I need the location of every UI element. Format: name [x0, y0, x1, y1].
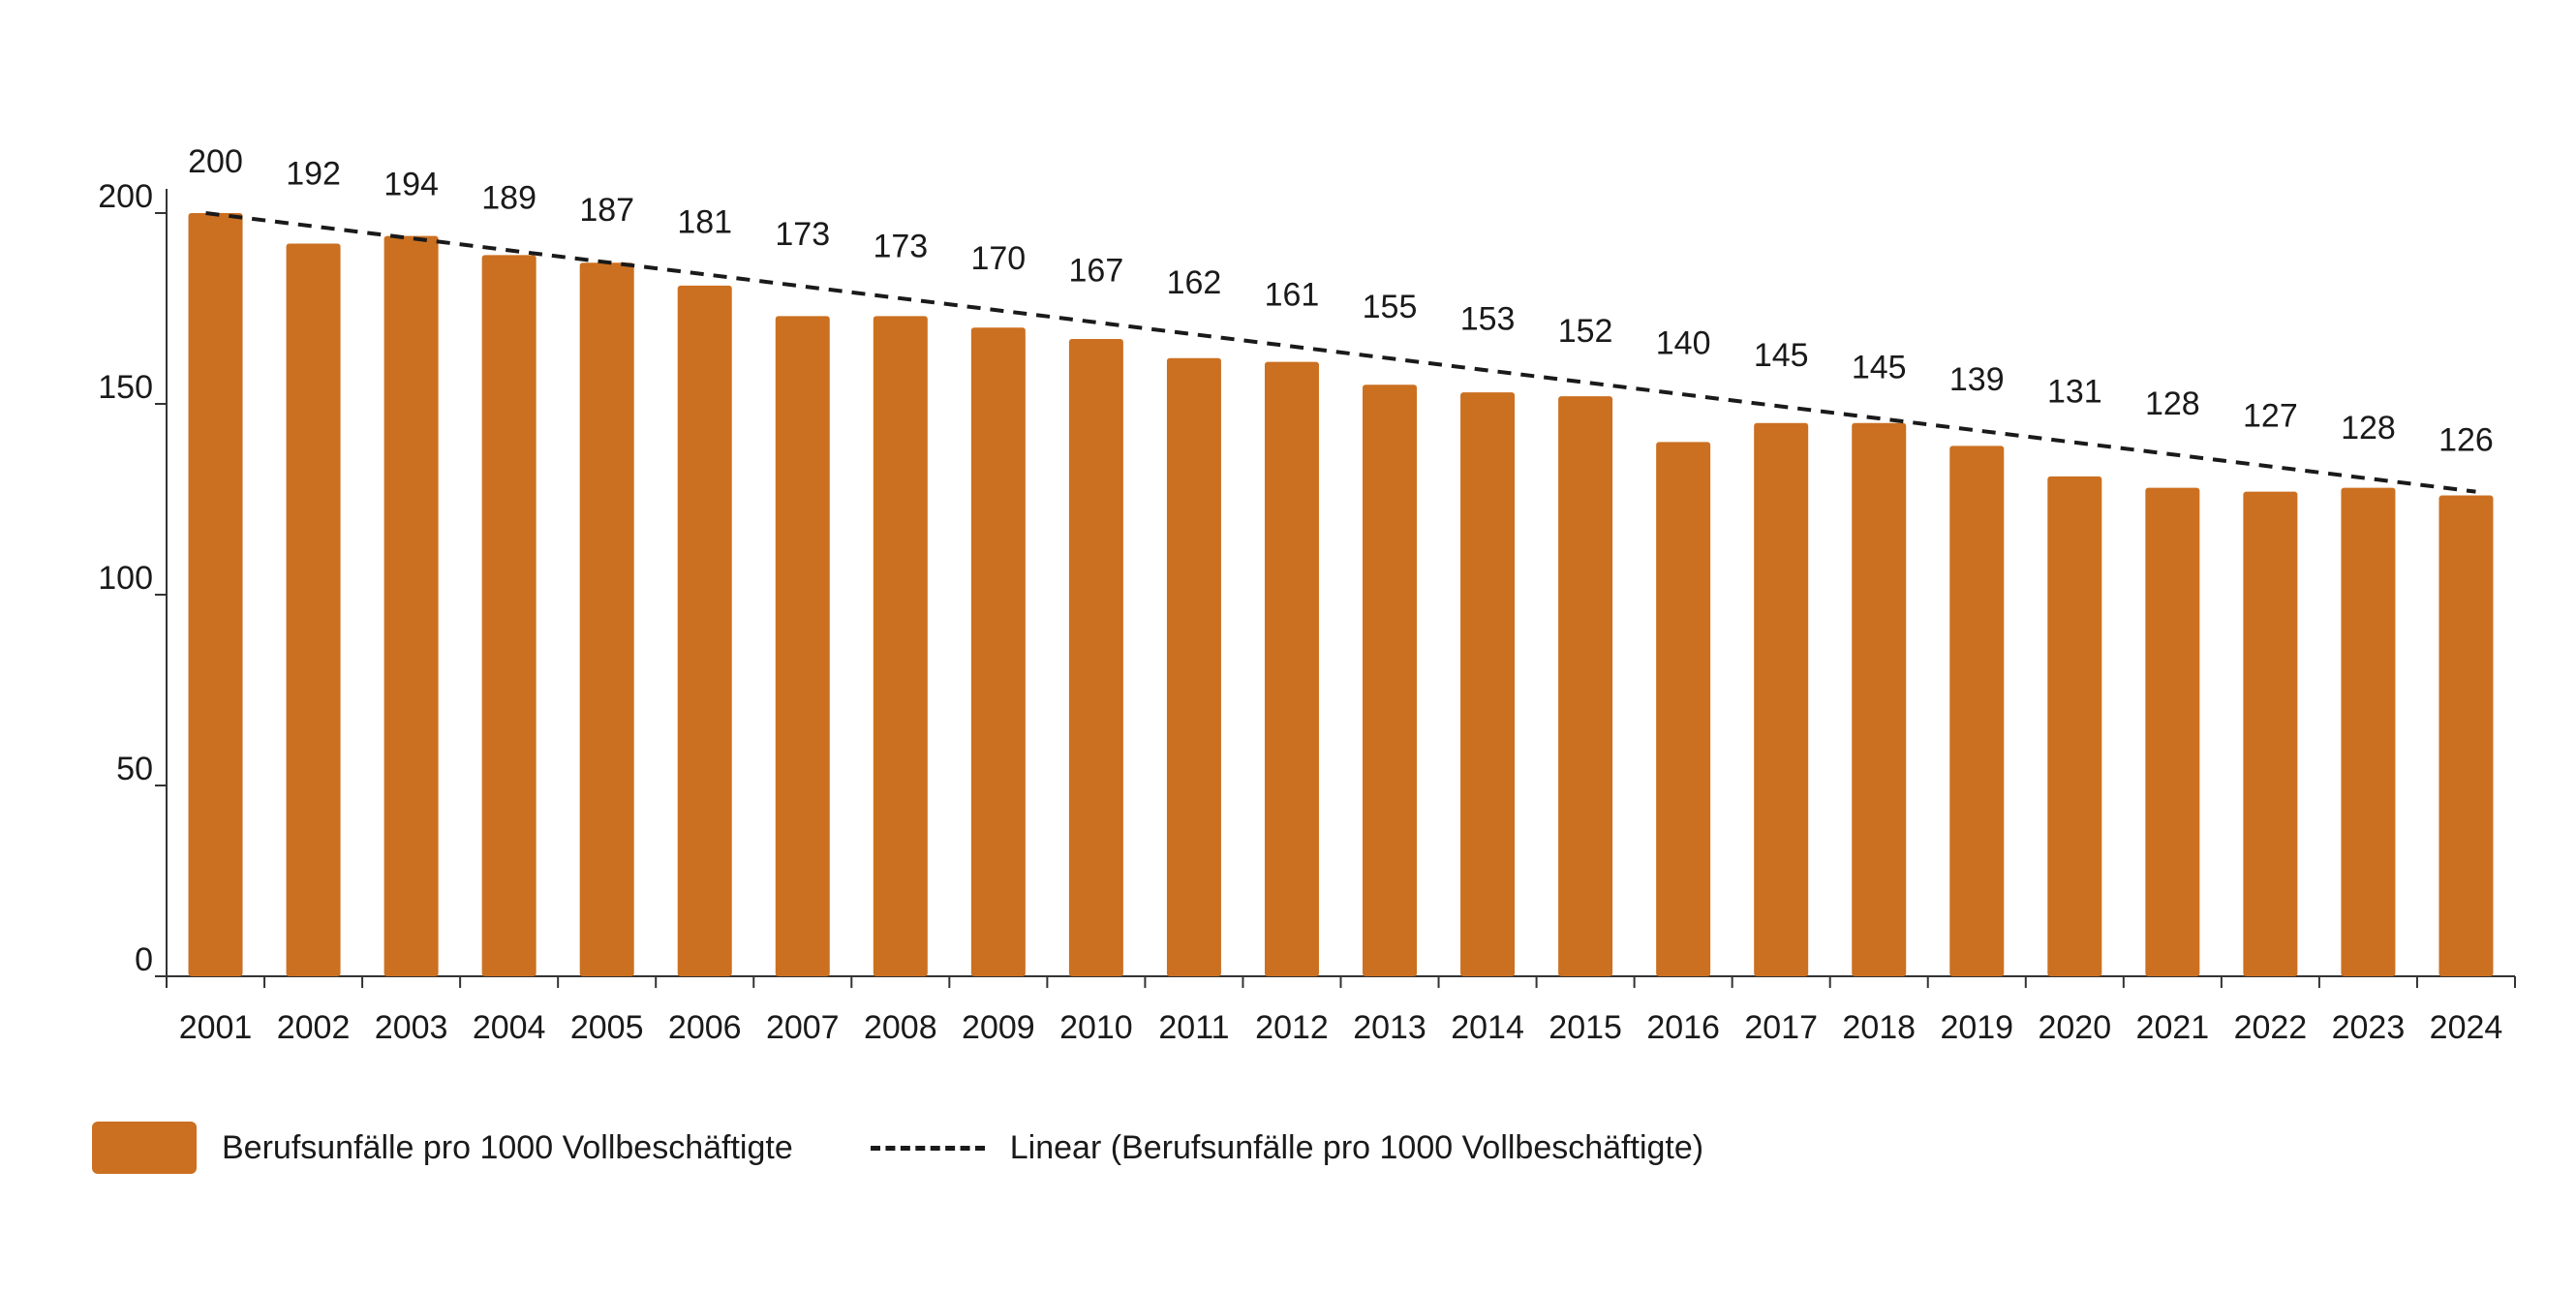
x-tick-label: 2013	[1353, 1009, 1426, 1046]
x-tick-label: 2008	[864, 1009, 937, 1046]
bar	[2341, 487, 2396, 976]
data-label: 167	[1069, 253, 1124, 290]
bar	[2438, 495, 2494, 976]
data-label: 170	[970, 240, 1026, 277]
legend-label-trend: Linear (Berufsunfälle pro 1000 Vollbesch…	[1009, 1128, 1704, 1166]
x-tick-label: 2014	[1451, 1009, 1524, 1046]
bar	[383, 235, 439, 976]
x-axis: 2001 2002 2003 2004 2005 2006 2007 2008 2009 2010…	[166, 975, 2516, 1046]
legend-item-bars: Berufsunfälle pro 1000 Vollbeschäftigte	[92, 1122, 793, 1174]
data-label: 189	[481, 180, 537, 217]
legend-swatch-trend	[870, 1145, 985, 1151]
data-label: 128	[2341, 410, 2396, 446]
y-axis: 0 50 100 150 200	[98, 178, 168, 978]
bar	[775, 316, 830, 976]
y-tick-label: 0	[135, 941, 153, 978]
x-tick-label: 2017	[1744, 1009, 1818, 1046]
data-label: 173	[873, 229, 928, 265]
bar	[1949, 446, 2005, 977]
trendline	[205, 211, 2476, 494]
bar	[1264, 361, 1319, 976]
data-label: 200	[188, 143, 243, 180]
x-tick-label: 2015	[1549, 1009, 1622, 1046]
data-label: 127	[2243, 398, 2298, 435]
x-tick-label: 2021	[2136, 1009, 2210, 1046]
legend-swatch-bars	[92, 1122, 197, 1174]
data-label: 194	[383, 167, 439, 203]
bar	[677, 285, 732, 976]
bar	[1460, 392, 1516, 976]
data-label: 139	[1949, 361, 2005, 398]
x-tick-label: 2018	[1842, 1009, 1916, 1046]
x-tick-label: 2023	[2332, 1009, 2406, 1046]
bar	[1558, 396, 1613, 976]
x-tick-label: 2020	[2038, 1009, 2111, 1046]
legend-item-trend: Linear (Berufsunfälle pro 1000 Vollbesch…	[870, 1128, 1704, 1167]
data-label: 126	[2438, 422, 2494, 459]
y-tick-label: 150	[98, 369, 153, 406]
x-tick-label: 2004	[473, 1009, 546, 1046]
bar	[2047, 476, 2102, 976]
bar	[2145, 487, 2200, 976]
y-tick-label: 50	[116, 751, 153, 787]
bar	[2243, 491, 2298, 976]
x-tick-label: 2001	[179, 1009, 253, 1046]
bar	[1754, 422, 1809, 976]
bar	[1068, 339, 1123, 976]
data-label: 145	[1754, 337, 1809, 374]
data-label: 187	[579, 192, 634, 229]
x-tick-label: 2007	[766, 1009, 840, 1046]
bar	[1166, 357, 1221, 977]
x-tick-label: 2016	[1646, 1009, 1720, 1046]
x-tick-label: 2024	[2430, 1009, 2503, 1046]
y-tick-label: 100	[98, 560, 153, 597]
y-tick-label: 200	[98, 178, 153, 215]
data-label: 131	[2047, 374, 2102, 411]
data-label: 140	[1656, 325, 1711, 362]
x-tick-label: 2012	[1255, 1009, 1329, 1046]
x-tick-label: 2011	[1158, 1009, 1229, 1046]
trendline-linear	[205, 211, 2476, 494]
data-label: 192	[286, 156, 341, 193]
bar	[873, 316, 928, 976]
x-tick-label: 2022	[2234, 1009, 2308, 1046]
bar	[1656, 442, 1711, 976]
x-tick-label: 2003	[375, 1009, 448, 1046]
bar	[970, 327, 1026, 976]
data-label: 161	[1265, 277, 1320, 314]
x-tick-label: 2019	[1940, 1009, 2013, 1046]
bar	[286, 243, 341, 976]
x-tick-label: 2006	[668, 1009, 742, 1046]
legend-label-bars: Berufsunfälle pro 1000 Vollbeschäftigte	[222, 1128, 793, 1166]
data-label: 145	[1852, 350, 1907, 386]
data-label: 162	[1167, 264, 1222, 301]
data-label: 128	[2145, 385, 2200, 422]
bar	[1852, 422, 1907, 976]
data-label: 153	[1460, 301, 1516, 338]
bar	[1363, 385, 1418, 976]
x-tick-label: 2009	[962, 1009, 1035, 1046]
bar	[188, 213, 243, 976]
data-labels: 200 192 194 189 187 181 173 173 170 167 162 161 155 1…	[188, 143, 2494, 459]
data-label: 152	[1558, 313, 1613, 350]
bar	[579, 262, 634, 977]
data-label: 155	[1363, 289, 1418, 325]
bar	[481, 255, 537, 977]
x-tick-label: 2005	[570, 1009, 644, 1046]
x-tick-label: 2010	[1059, 1009, 1133, 1046]
legend: Berufsunfälle pro 1000 Vollbeschäftigte …	[92, 1114, 1781, 1182]
x-tick-label: 2002	[277, 1009, 351, 1046]
data-label: 173	[775, 216, 830, 253]
data-label: 181	[677, 204, 732, 241]
bars-series	[188, 213, 2494, 977]
